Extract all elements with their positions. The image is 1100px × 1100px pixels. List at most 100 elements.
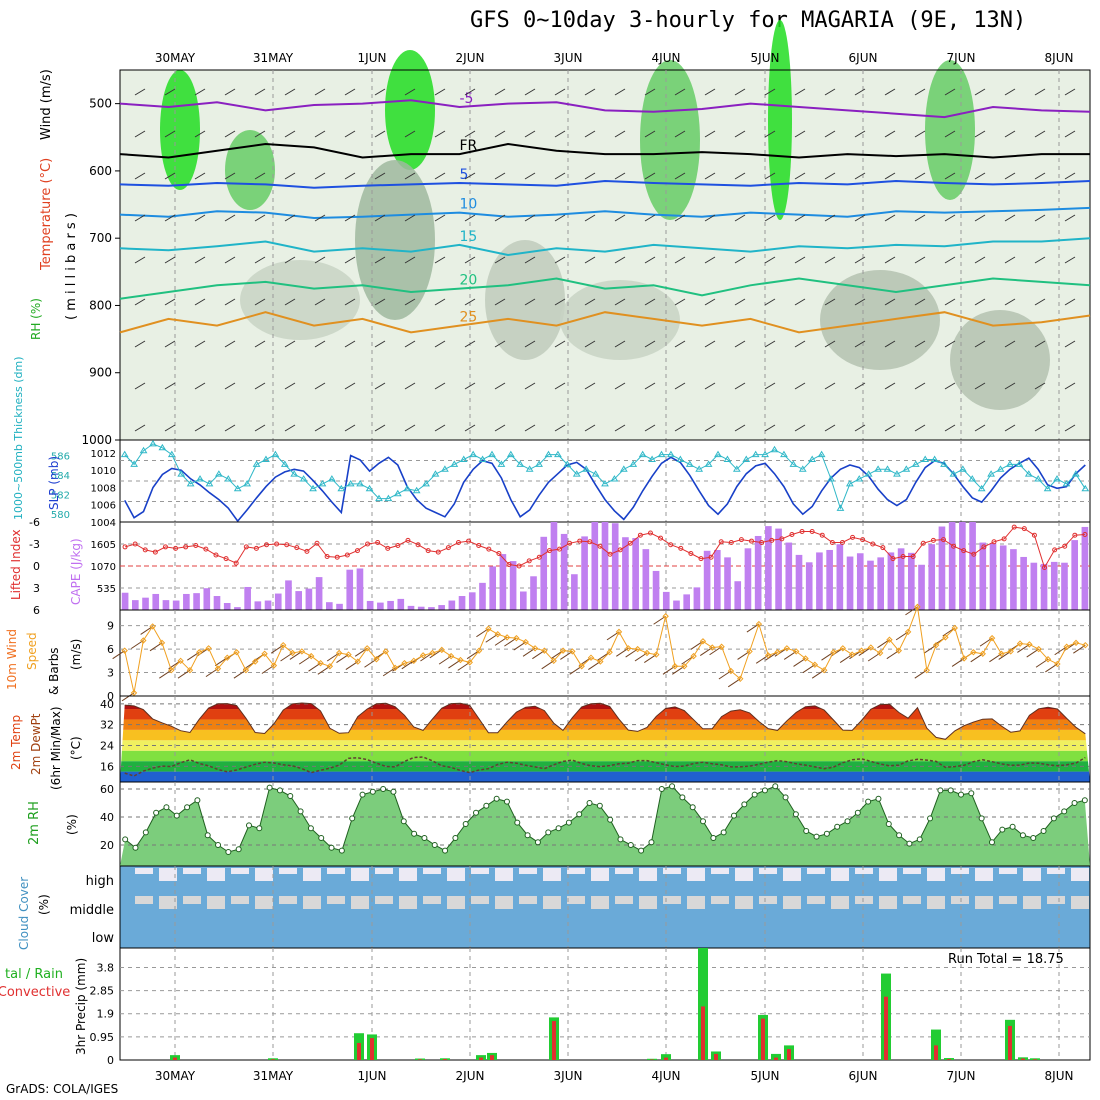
thickness-point-93	[996, 465, 1005, 472]
upper-wind-barb	[374, 172, 386, 180]
upper-wind-barb	[764, 130, 776, 138]
li-point-82	[951, 543, 957, 549]
wind10m-barb-70	[765, 651, 778, 661]
cloud-row-high: high	[86, 874, 114, 889]
cape-bar-36	[489, 566, 497, 610]
upper-wind-barb	[614, 382, 626, 390]
thickness-point-19	[299, 475, 308, 482]
li-point-88	[1011, 524, 1017, 530]
upper-wind-barb	[1004, 298, 1016, 306]
upper-wind-barb	[914, 88, 926, 96]
upper-wind-barb	[884, 172, 896, 180]
rh2m-point-33	[462, 821, 469, 827]
cape-bar-10	[223, 603, 231, 610]
wind10m-point-97	[1026, 641, 1033, 648]
cloud-high-patch-35	[975, 868, 993, 881]
wind10m-point-18	[289, 649, 296, 657]
upper-wind-barb	[284, 214, 296, 222]
upper-wind-barb	[404, 256, 416, 264]
upper-wind-barb	[584, 298, 596, 306]
upper-wind-barb	[1004, 172, 1016, 180]
precip-total-bar-1	[268, 1058, 278, 1060]
upper-wind-barb	[1034, 172, 1046, 180]
cape-bar-11	[234, 607, 241, 610]
thickness-point-78	[855, 475, 864, 482]
wind10m-point-78	[848, 651, 856, 658]
wind10m-barb-38	[466, 650, 480, 660]
cape-bar-70	[836, 544, 844, 610]
wind10m-barb-1	[121, 692, 135, 702]
upper-wind-barb	[854, 130, 866, 138]
upper-wind-barb	[464, 256, 476, 264]
li-point-56	[688, 551, 694, 557]
precip-axis-label: 3hr Precip (mm)	[74, 958, 88, 1055]
wind10m-point-69	[765, 652, 772, 659]
upper-wind-barb	[314, 298, 326, 306]
cloud-middle-patch-39	[1071, 896, 1089, 909]
upper-wind-barb	[854, 256, 866, 264]
pressure-label-800: 800	[89, 298, 112, 312]
wind10m-barb-86	[914, 669, 928, 679]
cape-bar-19	[315, 577, 323, 610]
li-point-63	[759, 540, 765, 546]
wind10m-point-79	[858, 647, 865, 654]
upper-wind-barb	[464, 130, 476, 138]
rh2m-point-85	[999, 826, 1006, 833]
cloud-high-patch-38	[1047, 868, 1065, 874]
temp-band-4	[120, 729, 1090, 741]
upper-wind-barb	[974, 382, 986, 390]
li-point-79	[920, 540, 926, 546]
cloud-high-patch-25	[735, 868, 753, 881]
upper-wind-barb	[284, 382, 296, 390]
wind10m-axis-label-4: (m/s)	[69, 639, 83, 670]
upper-wind-barb	[764, 382, 776, 390]
upper-wind-barb	[134, 382, 146, 390]
wind10m-point-28	[382, 648, 390, 655]
upper-wind-barb	[1034, 214, 1046, 222]
date-label-bottom-1JUN: 1JUN	[358, 1069, 387, 1083]
date-label-bottom-31MAY: 31MAY	[253, 1069, 294, 1083]
thickness-point-55	[638, 450, 647, 458]
upper-wind-barb	[404, 130, 416, 138]
cloud-axis-label: Cloud Cover	[17, 877, 31, 950]
wind10m-point-27	[373, 656, 380, 663]
upper-wind-barb	[434, 256, 446, 264]
rh2m-point-12	[245, 822, 252, 829]
cape-bar-26	[387, 600, 394, 610]
rh2m-point-36	[493, 795, 500, 802]
wind10m-barb-81	[867, 652, 881, 662]
upper-wind-barb	[704, 382, 716, 390]
upper-wind-barb	[164, 298, 176, 306]
upper-wind-barb	[824, 256, 836, 264]
rh2m-point-30	[431, 842, 438, 848]
wind10m-barb-34	[429, 649, 443, 659]
thickness-point-82	[893, 470, 901, 477]
rh2m-point-16	[287, 793, 294, 799]
upper-wind-barb	[404, 214, 416, 222]
upper-wind-barb	[974, 88, 986, 96]
wind10m-point-86	[923, 666, 930, 674]
upper-wind-barb	[464, 88, 476, 96]
thickness-point-73	[808, 455, 817, 463]
cape-bar-73	[867, 560, 874, 610]
cloud-middle-patch-34	[951, 896, 969, 904]
wind10m-point-4	[158, 639, 166, 647]
upper-wind-barb	[164, 214, 176, 222]
date-label-bottom-6JUN: 6JUN	[849, 1069, 878, 1083]
cloud-high-patch-37	[1023, 868, 1041, 881]
li-tick-4: 6	[33, 604, 40, 617]
rh2m-point-73	[875, 795, 882, 802]
upper-wind-barb	[134, 214, 146, 222]
cape-bar-83	[969, 522, 976, 610]
upper-wind-barb	[254, 172, 266, 180]
upper-wind-barb	[344, 88, 356, 96]
wind10m-axis-label-2: Speed	[25, 632, 39, 670]
cloud-high-patch-39	[1071, 868, 1089, 881]
upper-wind-barb	[614, 298, 626, 306]
rh2m-point-10	[225, 849, 232, 855]
thickness-point-70	[780, 450, 788, 458]
cloud-middle-patch-29	[831, 896, 849, 909]
rh-shading-11	[950, 310, 1050, 410]
cloud-middle-patch-7	[303, 896, 321, 909]
rh2m-point-27	[400, 818, 407, 825]
